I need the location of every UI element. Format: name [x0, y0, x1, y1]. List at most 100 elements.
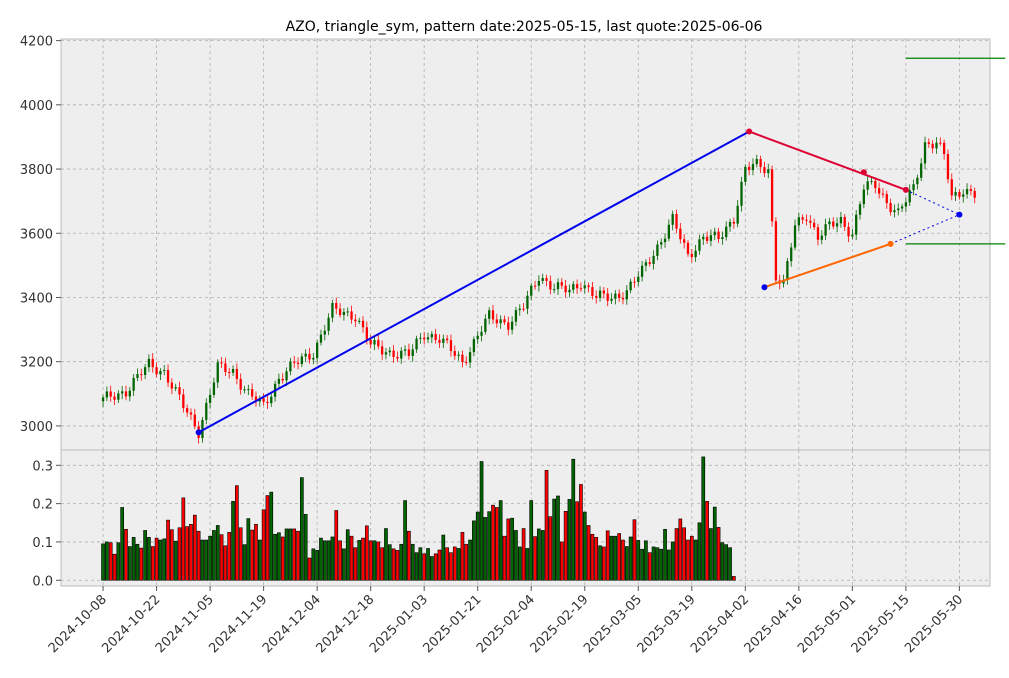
candle-body — [166, 370, 170, 383]
volume-bar — [380, 547, 384, 581]
volume-bar — [391, 548, 396, 581]
volume-bar — [655, 547, 660, 581]
volume-bar — [384, 528, 388, 581]
candle-body — [300, 356, 303, 365]
volume-bar — [567, 499, 572, 581]
volume-bar — [659, 548, 664, 581]
candle-body — [522, 308, 525, 310]
volume-bar — [296, 530, 300, 581]
volume-bar — [483, 517, 488, 581]
candle-body — [484, 318, 487, 332]
volume-tick-label: 0.2 — [32, 498, 53, 513]
candle-body — [388, 350, 391, 353]
candle-body — [147, 358, 151, 368]
volume-bar — [407, 530, 411, 581]
volume-bar — [437, 549, 442, 581]
volume-bar — [361, 537, 365, 581]
volume-bar — [598, 545, 602, 581]
volume-bar — [410, 543, 415, 581]
volume-bar — [678, 518, 683, 581]
volume-bar — [124, 529, 128, 581]
candle-body — [958, 192, 961, 197]
volume-bar — [502, 535, 507, 581]
volume-bar — [284, 528, 289, 581]
candle-body — [920, 163, 923, 178]
candle-body — [239, 378, 242, 390]
candle-body — [113, 396, 116, 400]
candle-body — [457, 354, 460, 356]
volume-bar — [334, 510, 339, 581]
price-panel — [60, 38, 991, 451]
volume-bar — [238, 527, 243, 581]
volume-bar — [663, 529, 667, 581]
candle-body — [178, 387, 181, 395]
volume-bar — [430, 556, 434, 581]
volume-bar — [426, 548, 430, 581]
volume-bar — [192, 514, 197, 581]
volume-bar — [556, 495, 560, 581]
candle-body — [843, 217, 846, 227]
candle-body — [942, 142, 946, 154]
candle-body — [400, 350, 403, 359]
candle-body — [698, 239, 701, 251]
candle-body — [140, 374, 143, 376]
candle-body — [728, 221, 732, 227]
candle-body — [690, 253, 693, 258]
candle-body — [476, 335, 479, 340]
candle-body — [579, 288, 583, 290]
candle-body — [354, 319, 357, 322]
volume-bar — [682, 527, 686, 581]
candle-body — [568, 289, 571, 293]
volume-bar — [189, 524, 193, 581]
volume-bar — [586, 525, 591, 581]
candle-body — [683, 239, 686, 243]
pivot-point — [902, 186, 909, 193]
candle-body — [545, 278, 548, 281]
candle-body — [151, 358, 154, 368]
candle-body — [262, 398, 265, 402]
volume-bar — [613, 535, 618, 581]
volume-bar — [468, 539, 472, 581]
volume-bar — [257, 539, 262, 581]
candle-body — [675, 213, 678, 229]
candle-body — [380, 346, 384, 355]
volume-bar — [521, 528, 526, 581]
price-tick-label: 3000 — [20, 420, 53, 435]
candle-body — [923, 142, 927, 164]
candle-body — [342, 311, 346, 316]
volume-bar — [571, 458, 576, 581]
candle-body — [595, 296, 598, 298]
candle-body — [828, 221, 831, 225]
volume-bar — [441, 534, 446, 581]
volume-bar — [300, 477, 304, 581]
volume-bar — [510, 517, 514, 581]
candle-body — [770, 169, 774, 222]
candle-body — [121, 391, 124, 394]
volume-bar — [487, 511, 492, 581]
volume-bar — [181, 497, 186, 581]
candle-body — [816, 227, 820, 240]
volume-bar — [689, 535, 694, 581]
volume-tick-label: 0.0 — [32, 574, 53, 589]
candle-body — [660, 242, 663, 245]
candle-body — [415, 338, 418, 350]
candle-body — [744, 166, 747, 182]
candle-body — [518, 308, 521, 311]
candle-body — [725, 226, 728, 238]
volume-bar — [112, 553, 117, 581]
volume-bar — [395, 550, 400, 581]
volume-bar — [544, 470, 549, 581]
volume-bar — [472, 520, 476, 581]
candle-body — [254, 396, 258, 402]
pivot-point — [887, 240, 894, 247]
pivot-point — [761, 284, 768, 291]
volume-bar — [170, 529, 174, 581]
candle-body — [472, 339, 476, 353]
volume-bar — [418, 547, 423, 581]
candle-body — [740, 181, 743, 206]
pattern-lines — [195, 57, 1006, 436]
candle-body — [461, 354, 464, 362]
candle-body — [702, 236, 705, 240]
volume-bar — [624, 546, 629, 581]
candle-body — [858, 204, 862, 215]
